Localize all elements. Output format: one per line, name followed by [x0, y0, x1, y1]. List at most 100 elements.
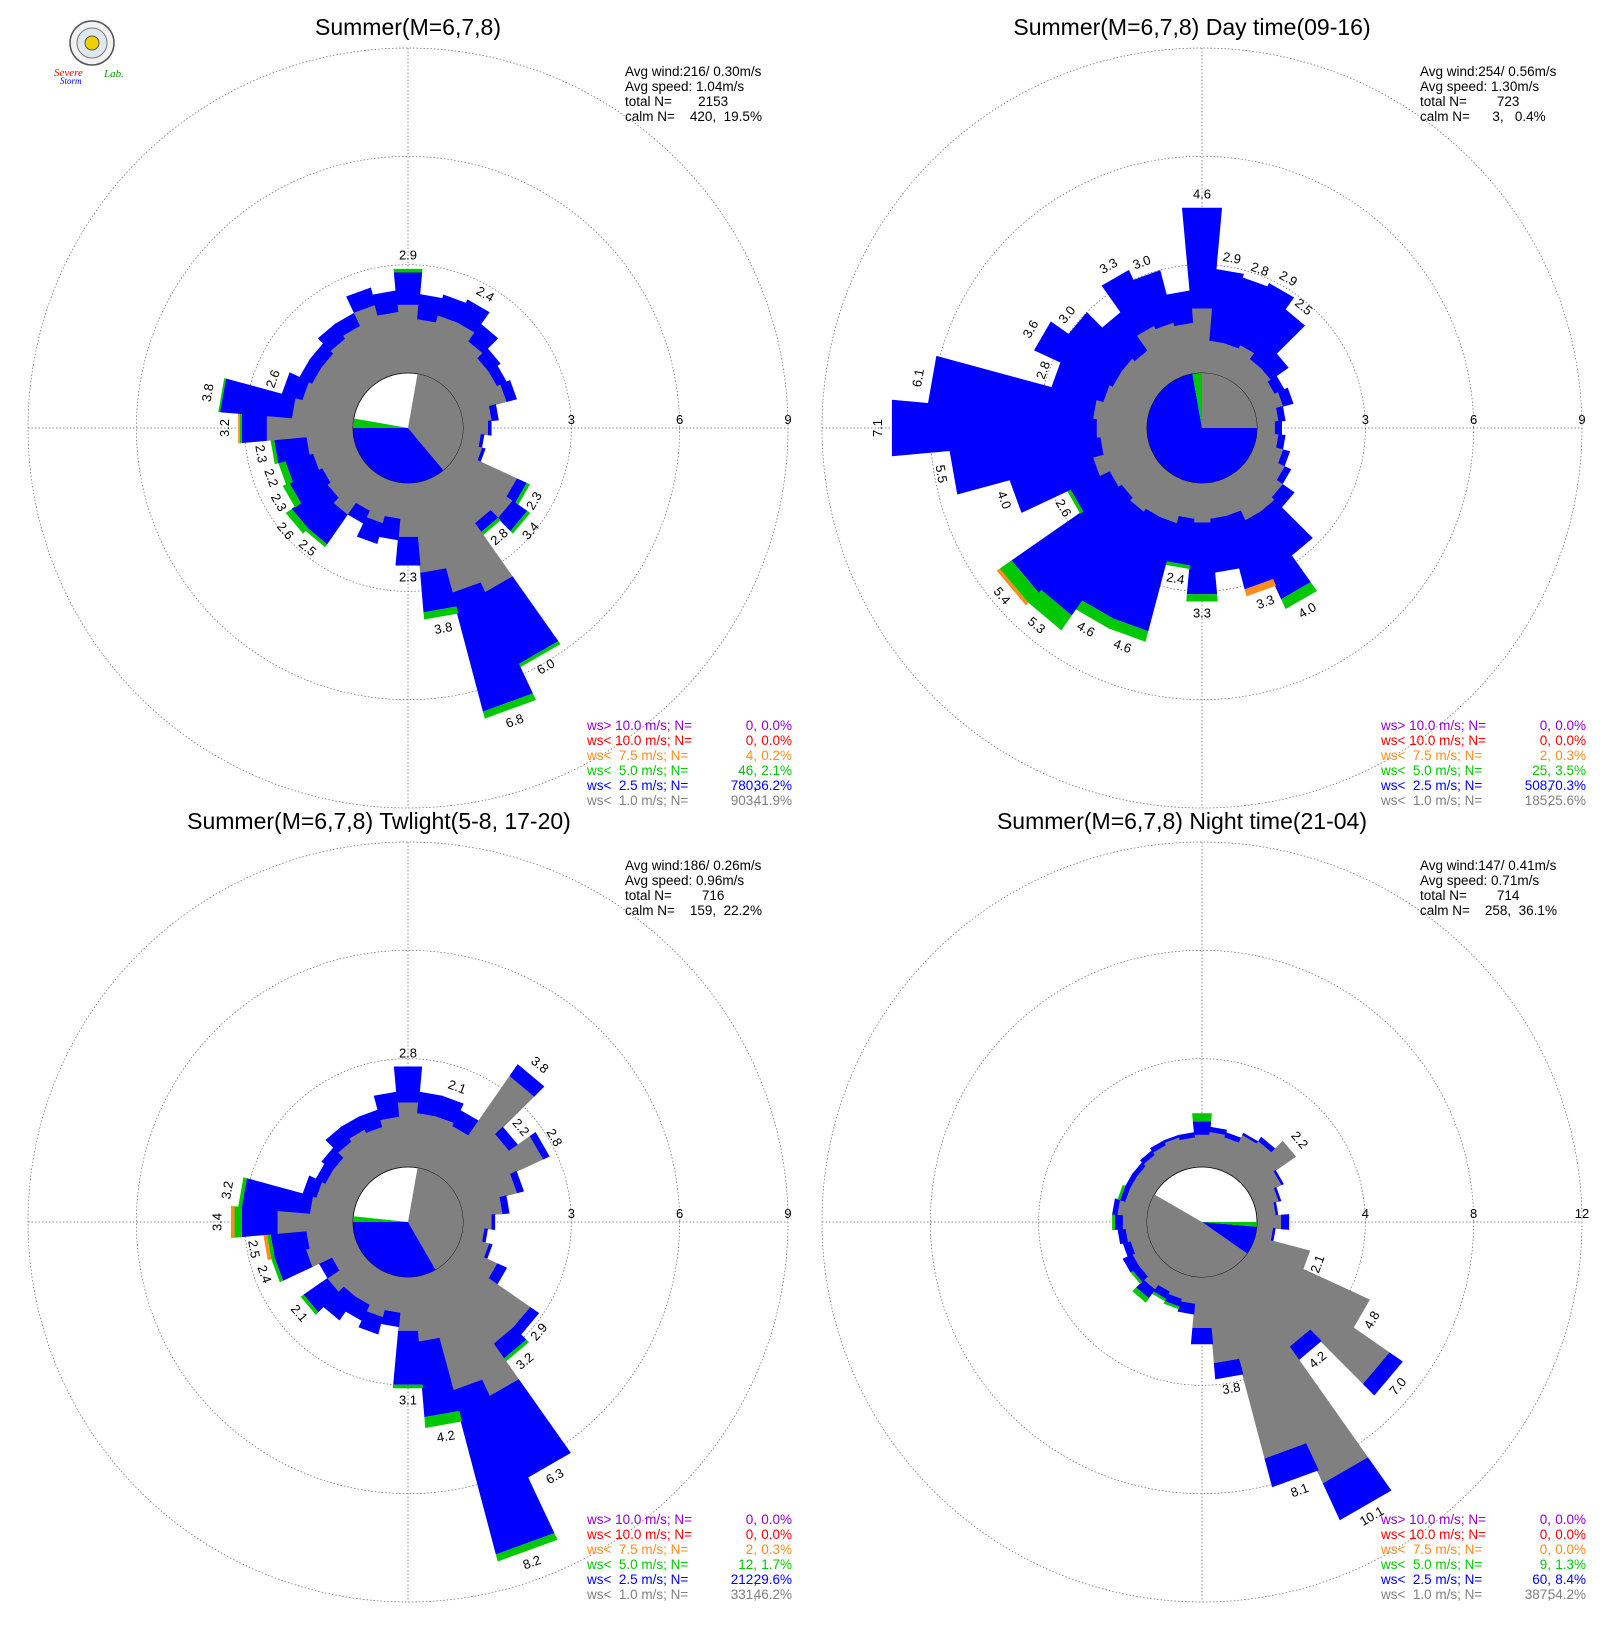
legend-percent: 0.0%: [761, 733, 792, 748]
ring-label: 6: [676, 1206, 683, 1221]
bar-segment-g: [1093, 399, 1149, 424]
total-n-text: total N= 723: [1420, 94, 1519, 109]
bar-segment-b: [1281, 1214, 1290, 1230]
bar-segment-g: [1233, 1141, 1272, 1184]
bar-segment-g: [446, 358, 489, 397]
bar-segment-b: [1080, 508, 1161, 619]
bar-segment-o: [238, 412, 240, 444]
bar-total-label: 2.6: [274, 519, 297, 542]
bar-segment-gr: [503, 1339, 530, 1363]
ring-label: 6: [676, 412, 683, 427]
bar-segment-g: [1125, 1188, 1153, 1208]
bar-total-label: 2.3: [399, 569, 417, 584]
bar-segment-g: [422, 1116, 455, 1173]
bar-segment-g: [1225, 1266, 1368, 1484]
bar-segment-b: [510, 1170, 525, 1194]
bar-segment-gr: [1130, 1270, 1143, 1285]
bar-total-label: 7.0: [1386, 1375, 1409, 1398]
bar-segment-g: [277, 1210, 354, 1234]
bar-segment-g: [1216, 343, 1240, 379]
legend-percent: 0.0%: [761, 718, 792, 733]
legend-percent: 1.3%: [1555, 1557, 1586, 1572]
bar-segment-g: [452, 1136, 544, 1199]
bar-total-label: 3.6: [1019, 317, 1041, 340]
bar-total-label: 3.4: [210, 1213, 225, 1231]
bar-segment-b: [241, 412, 267, 444]
bar-segment-b: [1192, 1121, 1212, 1135]
bar-segment-g: [457, 442, 483, 461]
avg-wind-text: Avg wind:147/ 0.41m/s: [1420, 858, 1557, 873]
bar-segment-g: [1112, 371, 1158, 405]
bar-segment-gr: [999, 560, 1039, 603]
bar-segment-b: [487, 420, 492, 436]
legend-count: 903,: [731, 793, 757, 808]
bar-segment-g: [412, 1113, 437, 1169]
bar-segment-o: [996, 568, 1029, 606]
bar-segment-g: [1143, 1260, 1171, 1290]
bar-segment-b: [497, 500, 528, 532]
bar-segment-b: [420, 568, 457, 613]
bar-segment-b: [1276, 466, 1292, 485]
wind-rose-panel: Summer(M=6,7,8)3 6 92.92.42.33.42.86.06.83…: [27, 14, 792, 809]
bar-segment-g: [1132, 1245, 1158, 1267]
bar-segment-b: [949, 436, 1104, 495]
bar-segment-g: [398, 482, 418, 537]
bar-segment-g: [1139, 1253, 1164, 1277]
bar-segment-g: [422, 477, 481, 593]
bar-total-label: 3.2: [218, 1180, 236, 1200]
calm-pie-gray: [1147, 1194, 1248, 1277]
bar-segment-gr: [282, 482, 302, 508]
calm-pie-green: [1192, 373, 1202, 428]
bar-segment-gr: [517, 641, 561, 669]
bar-segment-g: [412, 319, 437, 375]
bar-total-label: 4.0: [1296, 599, 1319, 621]
bar-segment-g: [1251, 442, 1284, 464]
bar-segment-b: [289, 467, 331, 504]
bar-segment-g: [1225, 345, 1255, 384]
bar-segment-b: [321, 1147, 344, 1171]
legend-label: ws< 7.5 m/s; N=: [1380, 1542, 1482, 1557]
ring-label: 3: [1362, 412, 1369, 427]
bar-segment-g: [321, 353, 370, 397]
logo-text-storm: Storm: [60, 76, 82, 86]
bar-total-label: 2.8: [543, 1126, 565, 1149]
bar-segment-g: [439, 1076, 535, 1184]
calm-n-text: calm N= 159, 22.2%: [625, 903, 762, 918]
bar-segment-g: [316, 1181, 359, 1208]
bar-segment-g: [439, 1260, 514, 1345]
bar-segment-b: [477, 347, 501, 372]
bar-segment-g: [1168, 1271, 1188, 1299]
bar-segment-b: [474, 510, 499, 533]
bar-segment-b: [299, 358, 322, 384]
ring-label: 6: [1470, 412, 1477, 427]
bar-segment-g: [312, 367, 364, 405]
bar-total-label: 4.6: [1193, 186, 1211, 201]
ring-label: 12: [1575, 1206, 1589, 1221]
bar-segment-gr: [392, 1384, 424, 1389]
bar-segment-g: [292, 397, 355, 424]
bar-segment-b: [1125, 1173, 1138, 1189]
calm-pie-gray: [408, 1167, 463, 1270]
bar-segment-g: [1153, 1145, 1179, 1178]
bar-segment-b: [281, 372, 310, 401]
ring-label: 9: [1578, 412, 1585, 427]
bar-segment-b: [456, 299, 490, 333]
bar-segment-b: [1101, 311, 1148, 362]
bar-segment-b: [1270, 1227, 1276, 1242]
bar-segment-g: [1256, 1214, 1282, 1230]
bar-segment-g: [446, 1134, 510, 1191]
bar-segment-g: [1255, 407, 1279, 424]
bar-segment-b: [488, 1379, 571, 1479]
bar-segment-g: [1194, 1134, 1210, 1168]
bar-segment-b: [347, 502, 370, 524]
bar-segment-b: [1009, 456, 1100, 513]
bar-total-label: 2.2: [1288, 1128, 1311, 1151]
bar-segment-b: [488, 404, 499, 421]
legend-label: ws< 10.0 m/s; N=: [1380, 733, 1486, 748]
legend-label: ws> 10.0 m/s; N=: [1380, 718, 1486, 733]
legend-percent: 0.0%: [1555, 718, 1586, 733]
bar-segment-b: [309, 342, 334, 368]
bar-segment-b: [1067, 312, 1133, 372]
bar-segment-g: [396, 304, 420, 374]
legend-count: 212,: [731, 1572, 757, 1587]
